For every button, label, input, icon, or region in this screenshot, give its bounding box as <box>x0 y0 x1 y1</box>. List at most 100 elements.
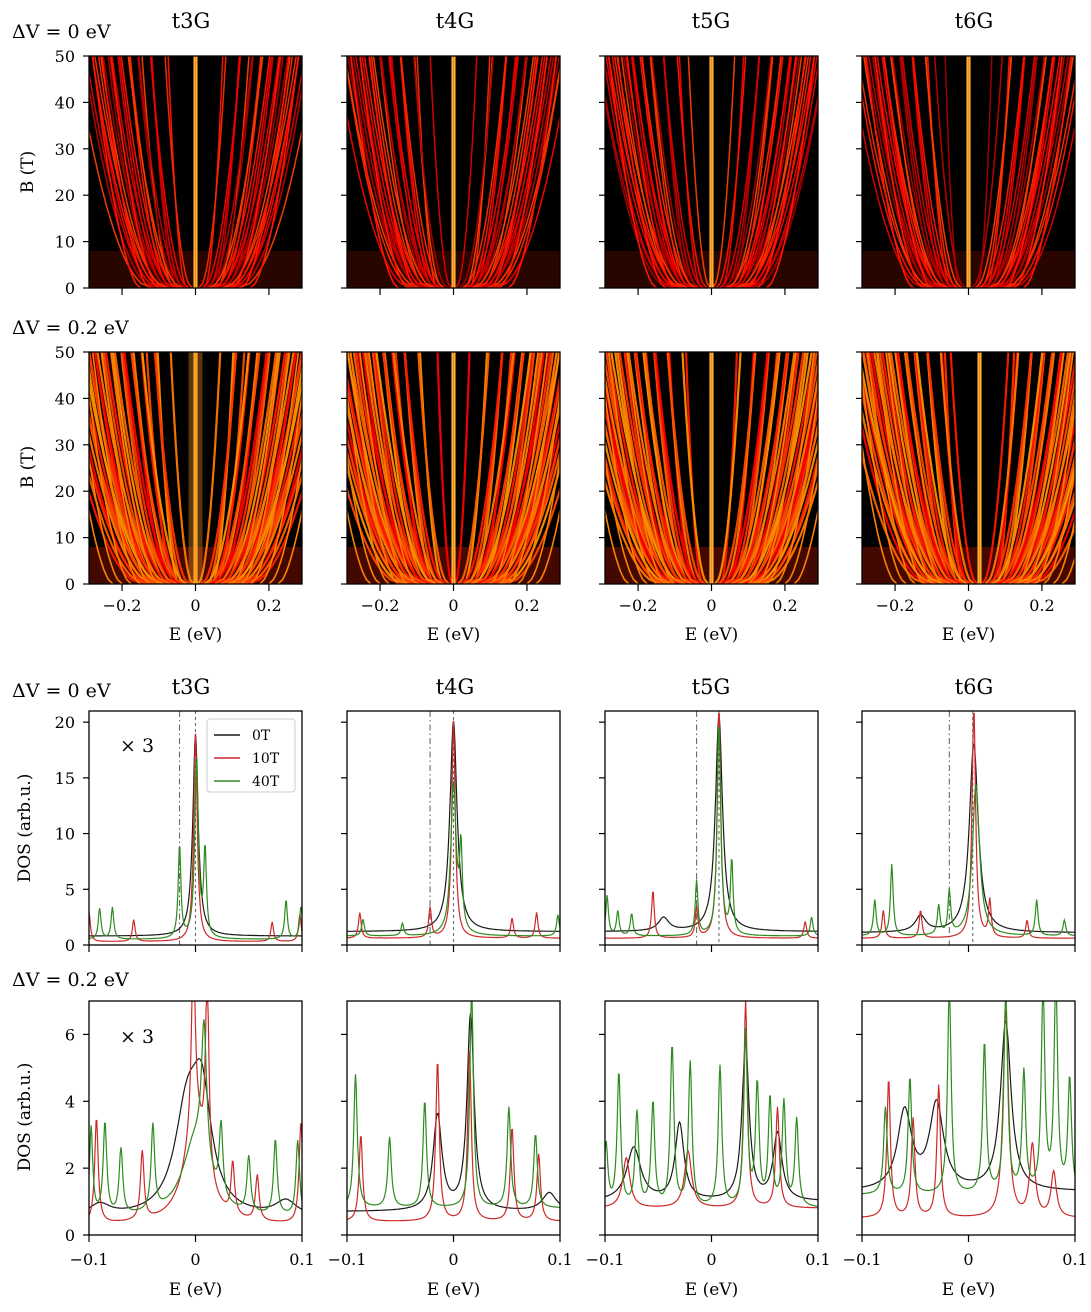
landau-band-line <box>874 56 924 288</box>
landau-level-line <box>643 352 699 584</box>
landau-level-line <box>984 56 1046 288</box>
landau-level-line <box>862 422 932 584</box>
landau-level-line <box>230 68 302 288</box>
x-tick-label: 0.1 <box>1062 1250 1087 1269</box>
landau-level-line <box>739 56 793 288</box>
dos-series-10T <box>605 713 818 939</box>
landau-level-line <box>729 352 781 584</box>
landau-level-line <box>89 428 156 584</box>
zero-landau-level <box>709 56 714 288</box>
landau-level-line <box>752 437 818 584</box>
landau-level-line <box>618 352 689 584</box>
landau-level-line <box>204 56 253 288</box>
landau-level-line <box>379 56 439 288</box>
landau-level-line <box>347 56 426 288</box>
dos-series-10T <box>605 1001 818 1209</box>
landau-level-line <box>653 352 698 584</box>
landau-levels <box>605 352 818 584</box>
landau-level-line <box>138 56 187 288</box>
dos-series-40T <box>89 757 302 940</box>
zero-landau-level <box>709 352 714 584</box>
landau-level-line <box>127 56 183 288</box>
heatmap-t5G-h1 <box>599 55 819 295</box>
y-tick-label: 0 <box>65 936 75 955</box>
landau-level-line <box>915 352 968 584</box>
x-tick-label: 0.1 <box>805 1250 830 1269</box>
landau-level-line <box>1003 75 1075 288</box>
landau-level-line <box>460 352 504 584</box>
landau-level-line <box>453 352 471 584</box>
landau-band-line <box>489 56 539 288</box>
landau-level-line <box>111 56 177 288</box>
landau-level-line <box>471 56 535 288</box>
landau-band-line <box>747 352 797 584</box>
landau-level-line <box>207 352 261 584</box>
legend: 0T 10T 40T <box>206 718 296 793</box>
dos-series-10T <box>89 1001 302 1222</box>
y-tick-label: 30 <box>55 436 75 455</box>
landau-band-line <box>1024 352 1074 584</box>
dos-series-40T <box>605 726 818 937</box>
landau-band-line <box>359 352 409 584</box>
landau-level-line <box>347 485 403 584</box>
landau-band-line <box>101 56 151 288</box>
landau-level-line <box>727 352 789 584</box>
x-tick-label: 0 <box>706 1250 716 1269</box>
landau-levels <box>347 352 560 584</box>
landau-level-line <box>711 56 736 288</box>
landau-level-line <box>363 352 428 584</box>
ylabel-heatmap-row1: B (T) <box>18 151 38 194</box>
landau-band-line <box>91 56 141 288</box>
landau-level-line <box>102 56 173 288</box>
landau-level-line <box>730 352 796 584</box>
landau-level-line <box>994 352 1054 584</box>
landau-level-line <box>238 126 302 288</box>
row-label-dv02-dos: ΔV = 0.2 eV <box>12 969 129 991</box>
dos-series-10T <box>862 712 1075 939</box>
y-tick-label: 4 <box>65 1092 75 1111</box>
landau-level-line <box>634 352 696 584</box>
legend-label-10T: 10T <box>252 751 280 767</box>
landau-band-line <box>605 453 639 584</box>
landau-level-line <box>93 352 166 584</box>
landau-level-line <box>999 352 1056 584</box>
dos-frame <box>604 1000 819 1236</box>
landau-level-line <box>994 56 1070 288</box>
landau-level-line <box>113 352 178 584</box>
landau-levels <box>862 352 1075 584</box>
x-tick-label: 0 <box>963 1250 973 1269</box>
landau-level-line <box>727 56 773 288</box>
landau-level-line <box>725 352 770 584</box>
landau-level-line <box>1011 123 1075 288</box>
landau-band-line <box>747 56 797 288</box>
landau-level-line <box>89 489 144 584</box>
landau-level-line <box>650 56 696 288</box>
dos-series-10T <box>347 1050 560 1222</box>
landau-level-line <box>455 56 478 288</box>
x-tick-label: 0 <box>190 1250 200 1269</box>
landau-levels <box>89 56 302 288</box>
x-tick-label: −0.1 <box>70 1250 109 1269</box>
landau-level-line <box>391 352 438 584</box>
landau-level-line <box>470 56 520 288</box>
landau-level-line <box>724 352 780 584</box>
landau-level-line <box>208 56 264 288</box>
title-t5g-top: t5G <box>692 9 731 33</box>
landau-level-line <box>999 56 1072 288</box>
landau-level-line <box>203 352 250 584</box>
x-axis-label: E (eV) <box>169 1280 222 1300</box>
landau-level-line <box>607 56 685 288</box>
landau-level-line <box>216 56 273 288</box>
landau-band-line <box>756 56 806 288</box>
landau-level-line <box>891 56 953 288</box>
landau-level-line <box>475 352 534 584</box>
landau-level-line <box>417 352 450 584</box>
landau-band-line <box>250 56 300 288</box>
landau-level-line <box>89 126 153 288</box>
ylabel-dos-row2: DOS (arb.u.) <box>15 1063 35 1172</box>
y-tick-label: 10 <box>55 233 75 252</box>
landau-level-line <box>1004 56 1074 288</box>
zero-landau-level <box>966 56 971 288</box>
landau-band-line <box>368 352 418 584</box>
landau-level-line <box>169 352 195 584</box>
